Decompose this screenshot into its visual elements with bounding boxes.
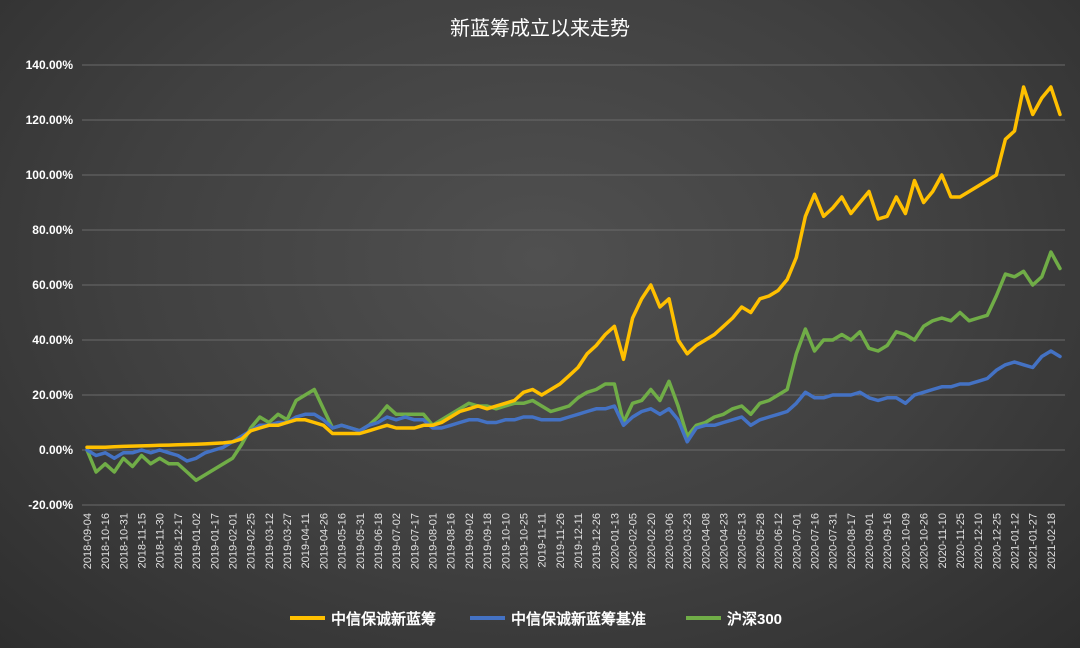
x-tick-label: 2020-03-23 — [682, 513, 694, 569]
series-line-fund — [85, 85, 1062, 450]
x-tick-label: 2021-02-18 — [1046, 513, 1058, 569]
x-tick-label: 2020-07-01 — [791, 513, 803, 569]
x-tick-label: 2020-11-10 — [937, 513, 949, 568]
y-tick-label: 0.00% — [39, 443, 73, 457]
y-tick-label: 20.00% — [32, 388, 73, 402]
x-tick-label: 2018-11-15 — [137, 513, 149, 568]
x-tick-label: 2018-10-16 — [100, 513, 112, 569]
x-tick-label: 2020-05-13 — [737, 513, 749, 569]
x-tick-label: 2021-01-12 — [1010, 513, 1022, 569]
x-tick-label: 2019-10-25 — [518, 513, 530, 569]
x-tick-label: 2019-04-26 — [318, 513, 330, 569]
x-tick-label: 2019-02-01 — [227, 513, 239, 569]
x-tick-label: 2019-12-11 — [573, 513, 585, 568]
x-tick-label: 2019-11-26 — [555, 513, 567, 568]
x-tick-label: 2020-07-31 — [828, 513, 840, 569]
x-tick-label: 2018-11-30 — [155, 513, 167, 568]
x-tick-label: 2019-12-26 — [591, 513, 603, 569]
x-tick-label: 2019-02-25 — [246, 513, 258, 569]
x-tick-label: 2020-08-17 — [846, 513, 858, 569]
x-tick-label: 2019-11-11 — [537, 513, 549, 568]
x-tick-label: 2020-10-26 — [919, 513, 931, 569]
chart-title: 新蓝筹成立以来走势 — [450, 17, 630, 40]
legend: 中信保诚新蓝筹 中信保诚新蓝筹基准 沪深300 — [290, 610, 782, 628]
legend-label-csi300: 沪深300 — [727, 610, 782, 628]
x-tick-label: 2019-07-17 — [409, 513, 421, 569]
x-tick-label: 2019-03-27 — [282, 513, 294, 569]
x-tick-label: 2019-06-18 — [373, 513, 385, 569]
x-tick-label: 2019-08-16 — [446, 513, 458, 569]
x-tick-label: 2020-12-10 — [973, 513, 985, 569]
y-axis: 140.00% 120.00% 100.00% 80.00% 60.00% 40.00% 2… — [26, 58, 74, 512]
x-tick-label: 2020-11-25 — [955, 513, 967, 568]
y-tick-label: 140.00% — [26, 58, 74, 72]
x-tick-label: 2020-09-01 — [864, 513, 876, 569]
y-tick-label: 60.00% — [32, 278, 73, 292]
x-tick-label: 2020-02-20 — [646, 513, 658, 569]
x-tick-label: 2018-09-04 — [82, 513, 94, 569]
x-tick-label: 2020-04-08 — [700, 513, 712, 569]
x-tick-label: 2020-10-09 — [900, 513, 912, 569]
x-tick-label: 2020-12-25 — [991, 513, 1003, 569]
y-tick-label: 80.00% — [32, 223, 73, 237]
x-tick-label: 2021-01-27 — [1028, 513, 1040, 569]
x-tick-label: 2020-03-06 — [664, 513, 676, 569]
x-tick-label: 2019-01-17 — [209, 513, 221, 569]
x-tick-label: 2020-02-05 — [628, 513, 640, 569]
x-tick-label: 2019-04-11 — [300, 513, 312, 568]
x-tick-label: 2019-07-02 — [391, 513, 403, 569]
x-tick-label: 2019-10-10 — [500, 513, 512, 569]
x-axis: 2018-09-04 2018-10-16 2018-10-31 2018-11-15… — [82, 513, 1058, 569]
series-line-csi300 — [85, 250, 1062, 483]
gridlines — [82, 64, 1065, 506]
legend-label-fund: 中信保诚新蓝筹 — [331, 610, 436, 628]
x-tick-label: 2019-05-31 — [355, 513, 367, 569]
x-tick-label: 2020-04-23 — [719, 513, 731, 569]
x-tick-label: 2019-09-18 — [482, 513, 494, 569]
x-tick-label: 2019-01-02 — [191, 513, 203, 569]
y-tick-label: 40.00% — [32, 333, 73, 347]
series-lines — [85, 85, 1062, 483]
series-line-benchmark — [85, 349, 1062, 463]
x-tick-label: 2019-08-01 — [428, 513, 440, 569]
x-tick-label: 2019-09-02 — [464, 513, 476, 569]
y-tick-label: -20.00% — [28, 498, 73, 512]
x-tick-label: 2019-03-12 — [264, 513, 276, 569]
x-tick-label: 2020-01-13 — [609, 513, 621, 569]
legend-label-benchmark: 中信保诚新蓝筹基准 — [511, 610, 646, 628]
x-tick-label: 2018-12-17 — [173, 513, 185, 569]
x-tick-label: 2020-06-12 — [773, 513, 785, 569]
x-tick-label: 2020-07-16 — [809, 513, 821, 569]
x-tick-label: 2020-09-16 — [882, 513, 894, 569]
y-tick-label: 100.00% — [26, 168, 74, 182]
x-tick-label: 2019-05-16 — [337, 513, 349, 569]
x-tick-label: 2018-10-31 — [118, 513, 130, 569]
x-tick-label: 2020-05-28 — [755, 513, 767, 569]
y-tick-label: 120.00% — [26, 113, 74, 127]
